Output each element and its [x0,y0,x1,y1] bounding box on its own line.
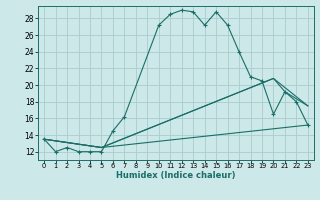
X-axis label: Humidex (Indice chaleur): Humidex (Indice chaleur) [116,171,236,180]
